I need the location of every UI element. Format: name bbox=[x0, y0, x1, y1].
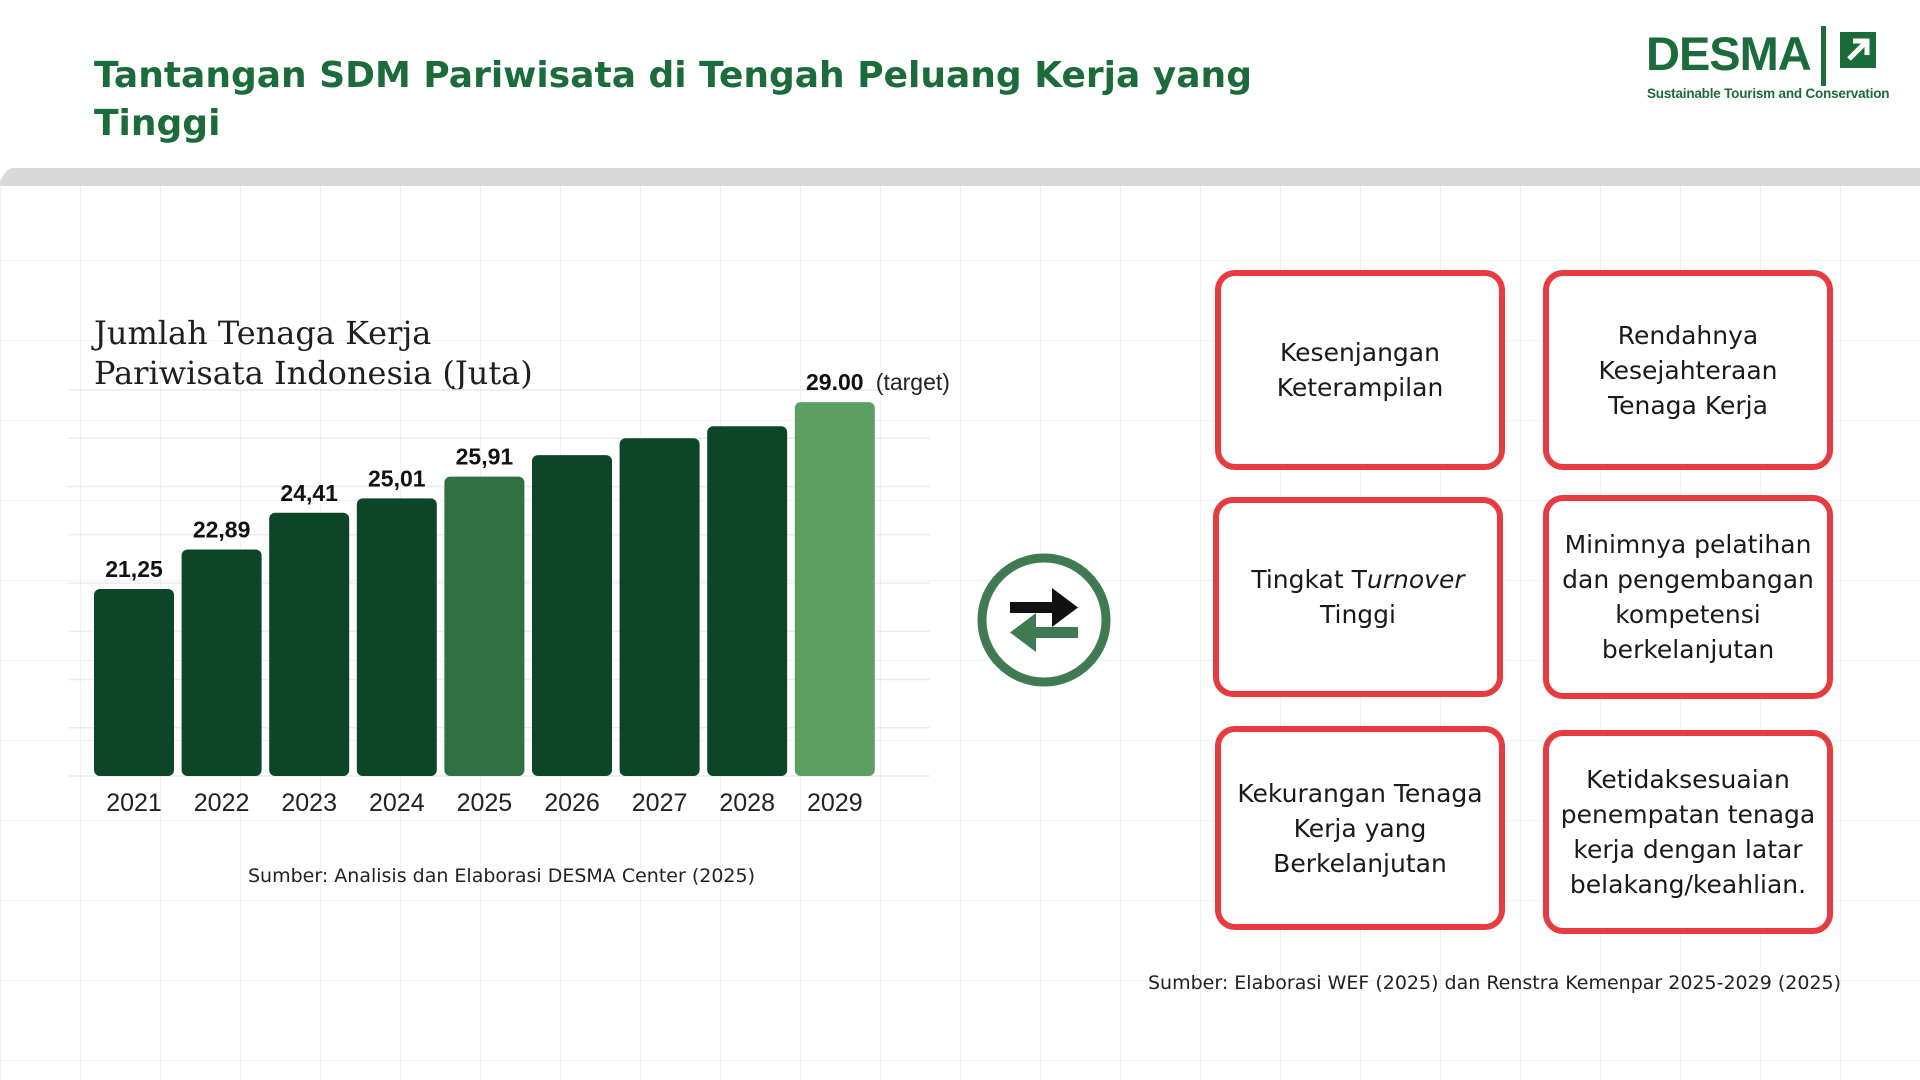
bar-2028 bbox=[707, 426, 788, 776]
challenge-card-high-turnover: Tingkat Turnover Tinggi bbox=[1213, 497, 1503, 697]
challenge-card-skills-gap: Kesenjangan Keterampilan bbox=[1215, 270, 1505, 470]
chart-title-line-2: Pariwisata Indonesia (Juta) bbox=[94, 354, 533, 392]
card-text-italic: urnover bbox=[1366, 565, 1465, 594]
x-tick-2023: 2023 bbox=[281, 789, 337, 817]
exchange-arrows-icon bbox=[977, 553, 1111, 687]
logo-wordmark: DESMA bbox=[1646, 27, 1812, 80]
bar-2025 bbox=[444, 476, 525, 776]
x-tick-2028: 2028 bbox=[719, 789, 775, 817]
challenge-card-mismatch: Ketidaksesuaian penempatan tenaga kerja … bbox=[1543, 730, 1833, 934]
value-label-2024: 25,01 bbox=[368, 465, 426, 491]
card-text: Rendahnya Kesejahteraan Tenaga Kerja bbox=[1598, 320, 1778, 420]
chart-bars bbox=[94, 402, 875, 776]
card-text: Ketidaksesuaian penempatan tenaga kerja … bbox=[1560, 765, 1816, 899]
bar-2027 bbox=[619, 438, 700, 776]
bar-2023 bbox=[269, 512, 350, 776]
x-tick-2029: 2029 bbox=[807, 789, 863, 817]
value-label-2022: 22,89 bbox=[193, 516, 251, 542]
card-text: Minimnya pelatihan dan pengembangan komp… bbox=[1562, 530, 1814, 664]
cards-source-note: Sumber: Elaborasi WEF (2025) dan Renstra… bbox=[1148, 972, 1842, 994]
bar-2029 bbox=[794, 402, 875, 776]
challenge-card-training: Minimnya pelatihan dan pengembangan komp… bbox=[1543, 495, 1833, 699]
bar-2024 bbox=[356, 498, 437, 776]
bar-2022 bbox=[181, 549, 262, 776]
chart-x-tick-labels: 2021 2022 2023 2024 2025 2026 2027 2028 2029 bbox=[106, 789, 862, 817]
challenge-card-low-welfare: Rendahnya Kesejahteraan Tenaga Kerja bbox=[1543, 270, 1833, 470]
value-label-2021: 21,25 bbox=[105, 556, 163, 582]
card-text-suffix: Tinggi bbox=[1320, 600, 1396, 629]
card-text: Kekurangan Tenaga Kerja yang Berkelanjut… bbox=[1237, 778, 1483, 878]
x-tick-2024: 2024 bbox=[369, 789, 425, 817]
x-tick-2027: 2027 bbox=[632, 789, 688, 817]
value-label-2023: 24,41 bbox=[280, 480, 338, 506]
card-text-prefix: Tingkat T bbox=[1251, 565, 1367, 594]
logo-divider bbox=[1821, 26, 1826, 86]
logo-tagline: Sustainable Tourism and Conservation bbox=[1647, 86, 1890, 101]
page-title: Tantangan SDM Pariwisata di Tengah Pelua… bbox=[94, 55, 1252, 144]
value-label-2029: 29.00 bbox=[806, 369, 864, 395]
header: Tantangan SDM Pariwisata di Tengah Pelua… bbox=[0, 0, 1920, 168]
card-text: Tingkat Turnover Tinggi bbox=[1227, 562, 1489, 632]
desma-logo: DESMA Sustainable Tourism and Conservati… bbox=[1646, 24, 1890, 104]
bar-2021 bbox=[94, 589, 174, 776]
value-label-2025: 25,91 bbox=[456, 444, 514, 470]
chart-title: Jumlah Tenaga Kerja Pariwisata Indonesia… bbox=[94, 313, 533, 393]
x-tick-2026: 2026 bbox=[544, 789, 600, 817]
bar-2026 bbox=[532, 455, 612, 776]
x-tick-2025: 2025 bbox=[457, 789, 513, 817]
chart-value-labels: 21,25 22,89 24,41 25,01 25,91 29.00 (target) bbox=[105, 369, 950, 582]
x-tick-2022: 2022 bbox=[194, 789, 250, 817]
chart-source-note: Sumber: Analisis dan Elaborasi DESMA Cen… bbox=[248, 865, 755, 887]
x-tick-2021: 2021 bbox=[106, 789, 162, 817]
arrow-up-right-icon bbox=[1840, 32, 1876, 68]
header-divider-band bbox=[0, 166, 1920, 186]
card-text: Kesenjangan Keterampilan bbox=[1276, 338, 1444, 402]
target-note: (target) bbox=[876, 369, 950, 395]
challenge-card-workforce-shortage: Kekurangan Tenaga Kerja yang Berkelanjut… bbox=[1215, 726, 1505, 930]
bar-chart: 21,25 22,89 24,41 25,01 25,91 29.00 (target) 2… bbox=[68, 369, 950, 817]
chart-title-line-1: Jumlah Tenaga Kerja bbox=[94, 314, 432, 352]
